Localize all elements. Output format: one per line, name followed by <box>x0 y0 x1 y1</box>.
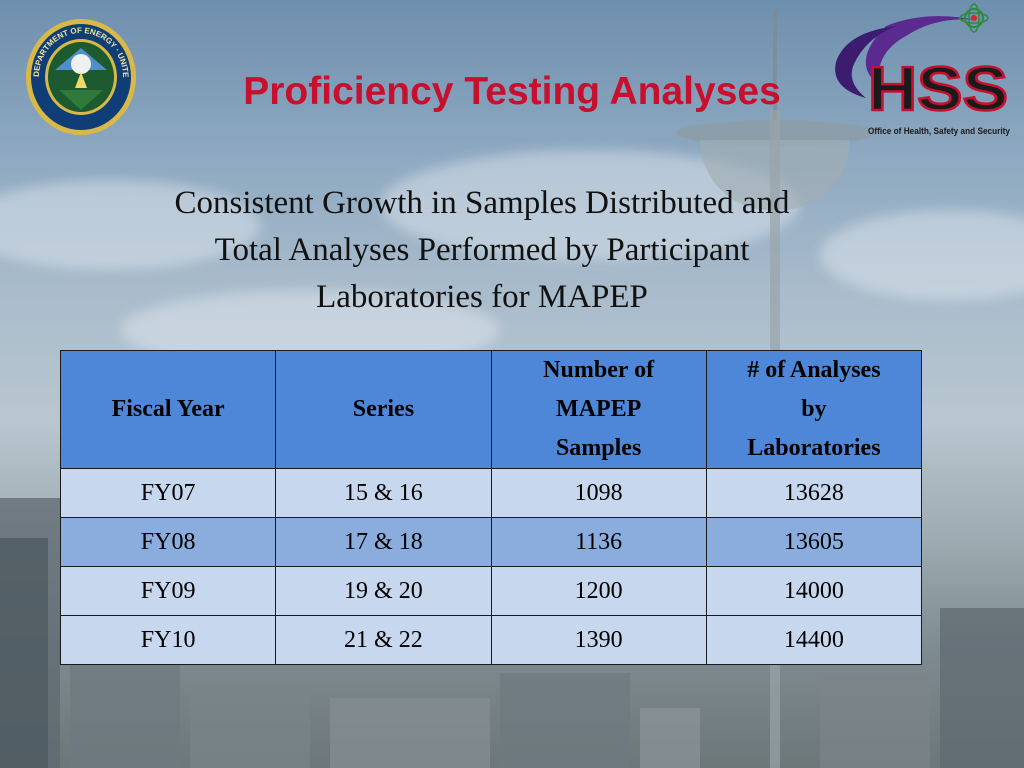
cell-fiscal-year: FY09 <box>59 566 277 616</box>
doe-seal-logo: DEPARTMENT OF ENERGY · UNITED STATES OF … <box>22 11 137 136</box>
analyses-table: Fiscal Year Series Number of MAPEP Sampl… <box>59 350 923 665</box>
cell-series: 17 & 18 <box>275 517 492 567</box>
table-row: FY10 21 & 22 1390 14400 <box>59 615 923 665</box>
cell-analyses: 14000 <box>705 566 923 616</box>
slide-title: Proficiency Testing Analyses <box>243 70 781 113</box>
hss-letters: HSS <box>868 55 1008 124</box>
cell-series: 21 & 22 <box>275 615 492 665</box>
table-row: FY09 19 & 20 1200 14000 <box>59 566 923 616</box>
header-analyses-by-labs: # of Analyses by Laboratories <box>705 350 923 469</box>
cell-samples: 1098 <box>490 468 707 518</box>
table-header-row: Fiscal Year Series Number of MAPEP Sampl… <box>59 350 923 469</box>
header-fiscal-year: Fiscal Year <box>59 350 277 469</box>
cell-analyses: 13628 <box>705 468 923 518</box>
table-row: FY08 17 & 18 1136 13605 <box>59 517 923 567</box>
header-number-of-samples: Number of MAPEP Samples <box>490 350 707 469</box>
cell-series: 19 & 20 <box>275 566 492 616</box>
subtitle-line-1: Consistent Growth in Samples Distributed… <box>174 185 790 221</box>
cell-fiscal-year: FY10 <box>59 615 277 665</box>
cell-analyses: 14400 <box>705 615 923 665</box>
subtitle-line-2: Total Analyses Performed by Participant <box>214 232 750 268</box>
cell-fiscal-year: FY07 <box>59 468 277 518</box>
header-series: Series <box>275 350 492 469</box>
cell-fiscal-year: FY08 <box>59 517 277 567</box>
slide-subtitle: Consistent Growth in Samples Distributed… <box>100 180 864 321</box>
hss-logo: HSS Office of Health, Safety and Securit… <box>826 2 1016 142</box>
hss-caption: Office of Health, Safety and Security <box>868 126 1010 136</box>
cell-samples: 1200 <box>490 566 707 616</box>
cell-samples: 1390 <box>490 615 707 665</box>
table-row: FY07 15 & 16 1098 13628 <box>59 468 923 518</box>
cell-samples: 1136 <box>490 517 707 567</box>
cell-series: 15 & 16 <box>275 468 492 518</box>
cell-analyses: 13605 <box>705 517 923 567</box>
subtitle-line-3: Laboratories for MAPEP <box>316 279 648 315</box>
